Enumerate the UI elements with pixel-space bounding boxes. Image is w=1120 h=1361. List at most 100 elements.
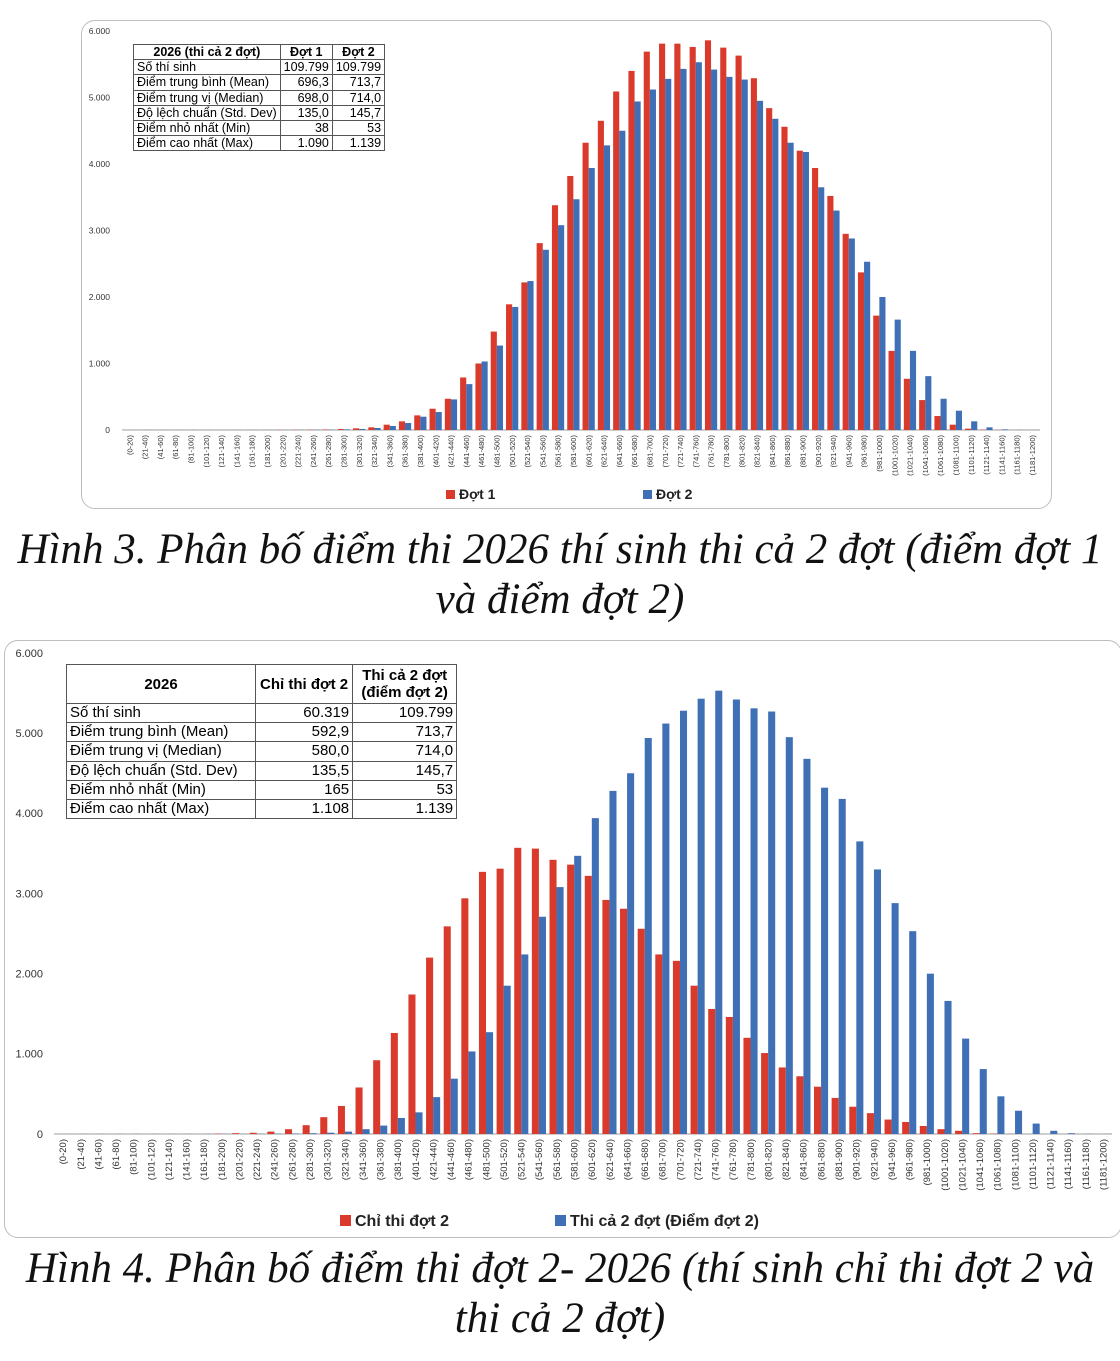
- x-tick-label: (741-760): [691, 435, 700, 468]
- bar: [460, 377, 467, 430]
- legend-label: Đợt 1: [459, 486, 496, 502]
- bar: [355, 1087, 363, 1134]
- x-tick-label: (481-500): [481, 1139, 492, 1180]
- y-tick-label: 1.000: [89, 358, 111, 368]
- bar: [644, 737, 652, 1134]
- x-tick-label: (461-480): [477, 435, 486, 468]
- x-tick-label: (1141-1160): [1063, 1139, 1074, 1189]
- bar: [972, 1133, 980, 1134]
- x-tick-label: (81-100): [129, 1139, 140, 1175]
- x-tick-label: (401-420): [431, 435, 440, 468]
- x-tick-label: (21-40): [76, 1139, 87, 1170]
- x-tick-label: (81-100): [186, 435, 195, 464]
- bar: [389, 426, 396, 430]
- table-row: Điểm trung bình (Mean) 592,9 713,7: [66, 722, 458, 743]
- bar: [818, 187, 825, 430]
- bar: [478, 871, 487, 1134]
- bar: [1067, 1133, 1075, 1134]
- stats-label: Điểm nhỏ nhất (Min): [66, 779, 256, 801]
- bar: [383, 424, 390, 430]
- x-tick-label: (581-600): [570, 1139, 581, 1180]
- bar: [627, 773, 635, 1134]
- x-tick-label: (1041-1060): [921, 435, 930, 476]
- x-tick-label: (941-960): [844, 435, 853, 468]
- stats-value: 714,0: [331, 89, 386, 106]
- bar: [690, 985, 698, 1134]
- x-tick-label: (541-560): [534, 1139, 545, 1180]
- x-tick-label: (981-1000): [922, 1139, 933, 1185]
- x-tick-label: (321-340): [370, 435, 379, 468]
- stats-value: 696,3: [279, 74, 333, 91]
- bar: [628, 70, 635, 431]
- bar: [380, 1125, 388, 1134]
- bar: [322, 429, 329, 430]
- stats-value: 1.108: [254, 799, 354, 820]
- y-tick-label: 6.000: [89, 26, 111, 36]
- histogram-chart-2: 0 1.000 2.000 3.000 4.000 5.000 6.000 (0-20) (21…: [15, 648, 1112, 1230]
- bar: [659, 43, 666, 430]
- legend-label: Đợt 2: [656, 486, 693, 502]
- bar: [556, 887, 564, 1134]
- bar: [444, 398, 451, 430]
- bar: [1001, 429, 1008, 430]
- bar: [697, 698, 705, 1134]
- x-tick-label: (201-220): [234, 1139, 245, 1180]
- bar: [711, 69, 718, 430]
- bar: [649, 89, 656, 431]
- x-tick-label: (441-460): [446, 1139, 457, 1180]
- bar: [781, 126, 788, 430]
- x-tick-label: (281-300): [305, 1139, 316, 1180]
- x-tick-label: (701-720): [675, 1139, 686, 1180]
- y-tick-label: 4.000: [15, 808, 43, 820]
- x-tick-label: (601-620): [587, 1139, 598, 1180]
- bar: [496, 868, 504, 1134]
- bar: [997, 1096, 1005, 1134]
- stats-value: 38: [279, 120, 333, 137]
- bar: [796, 150, 803, 430]
- bar: [603, 145, 611, 430]
- bar: [415, 1112, 423, 1134]
- bar: [979, 1069, 987, 1134]
- legend-swatch: [340, 1215, 351, 1226]
- x-tick-label: (1021-1040): [957, 1139, 968, 1191]
- bar: [267, 1131, 275, 1134]
- bar: [720, 47, 727, 431]
- bar: [768, 711, 776, 1134]
- x-tick-label: (301-320): [355, 435, 364, 468]
- x-tick-label: (61-80): [111, 1139, 122, 1170]
- bar: [926, 973, 934, 1134]
- bar: [934, 416, 941, 430]
- bar: [672, 960, 680, 1134]
- stats-value: 109.799: [331, 59, 386, 76]
- table-row: Điểm cao nhất (Max) 1.108 1.139: [66, 799, 458, 820]
- bar: [433, 1097, 441, 1134]
- bar: [735, 55, 742, 431]
- bar: [613, 91, 620, 430]
- x-tick-label: (0-20): [58, 1139, 69, 1164]
- x-tick-label: (861-880): [816, 1139, 827, 1180]
- x-tick-label: (821-840): [753, 435, 762, 468]
- bar: [353, 428, 360, 430]
- bar: [756, 100, 764, 430]
- x-tick-label: (1121-1140): [1046, 1139, 1057, 1189]
- bar: [962, 1038, 970, 1134]
- bar: [443, 926, 451, 1134]
- y-tick-label: 4.000: [89, 159, 111, 169]
- bar: [732, 699, 740, 1134]
- bar: [761, 1053, 769, 1134]
- bar: [925, 376, 932, 430]
- bar: [405, 423, 412, 430]
- bar: [249, 1132, 257, 1134]
- x-tick-label: (221-240): [294, 435, 303, 468]
- bar: [527, 281, 534, 430]
- bar: [450, 1078, 458, 1134]
- x-tick-label: (881-900): [834, 1139, 845, 1180]
- stats-header: Đợt 1: [279, 43, 333, 61]
- bar: [490, 331, 497, 430]
- bar: [558, 225, 565, 430]
- bar: [408, 994, 416, 1134]
- bar: [373, 1060, 381, 1134]
- bar: [665, 78, 672, 430]
- x-tick-label: (341-360): [385, 435, 394, 468]
- bar: [833, 210, 840, 430]
